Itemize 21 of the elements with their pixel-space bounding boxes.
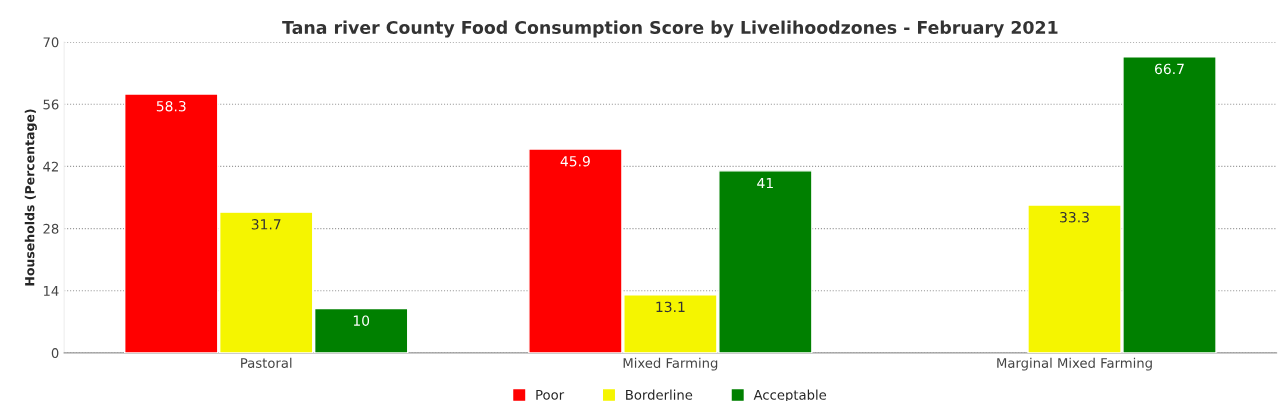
y-tick-label: 42 [43,161,58,172]
data-label: 10 [353,315,370,326]
data-label: 45.9 [560,156,590,167]
chart-title: Tana river County Food Consumption Score by Livelihoodzones - February 2021 [282,20,1058,38]
x-tick-label: Marginal Mixed Farming [997,357,1152,371]
y-axis-title: Households (Percentage) [24,109,37,286]
data-label: 41 [757,177,773,189]
legend-label: Borderline [626,389,693,400]
y-tick-label: 0 [51,348,59,359]
legend-label: Poor [536,390,565,400]
y-tick-label: 14 [43,286,59,296]
y-tick-label: 70 [43,37,59,48]
data-label: 13.1 [656,301,685,313]
x-tick-label: Pastoral [241,357,292,368]
data-label: 31.7 [251,219,281,230]
data-label: 58.3 [156,100,186,112]
data-label: 33.3 [1060,211,1089,223]
x-tick-label: Mixed Farming [623,357,718,371]
y-tick-label: 56 [43,99,59,110]
data-label: 66.7 [1154,63,1184,75]
y-tick-label: 28 [43,223,59,234]
